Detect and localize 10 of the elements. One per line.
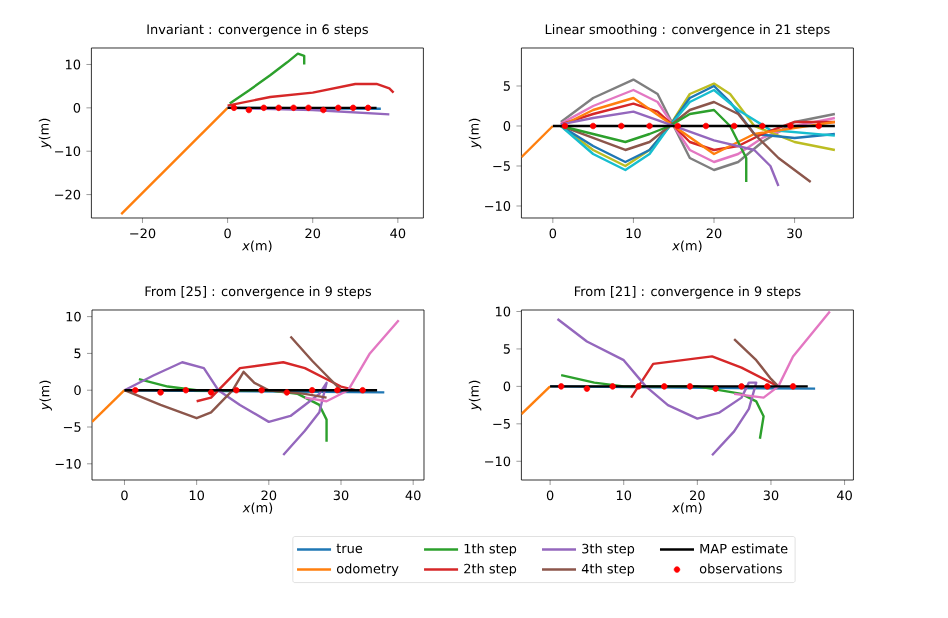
- line-series: [732, 338, 780, 388]
- line-series: [732, 310, 832, 399]
- line-series: [123, 361, 328, 457]
- line-series: [123, 370, 328, 420]
- line-series: [559, 110, 780, 188]
- line-series: [629, 355, 780, 399]
- line-series: [556, 317, 758, 457]
- line-series: [303, 319, 400, 403]
- line-series: [226, 82, 395, 107]
- line-series: [289, 335, 343, 392]
